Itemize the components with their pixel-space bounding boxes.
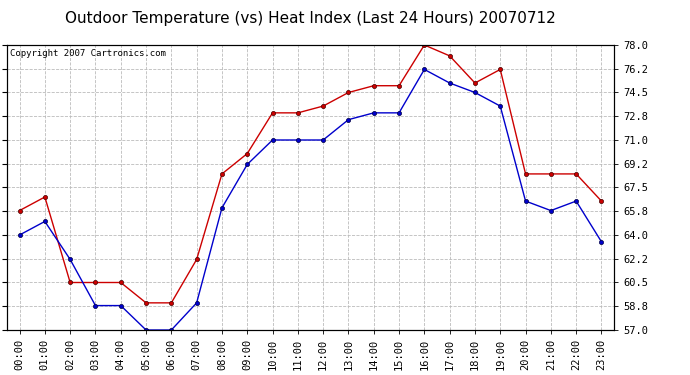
Text: Outdoor Temperature (vs) Heat Index (Last 24 Hours) 20070712: Outdoor Temperature (vs) Heat Index (Las… (65, 11, 556, 26)
Text: Copyright 2007 Cartronics.com: Copyright 2007 Cartronics.com (10, 49, 166, 58)
